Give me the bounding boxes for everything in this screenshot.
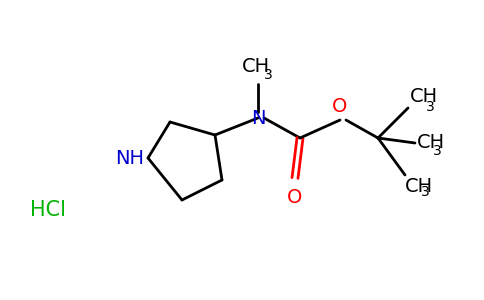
Text: NH: NH <box>115 148 144 167</box>
Text: 3: 3 <box>421 185 430 199</box>
Text: 3: 3 <box>264 68 272 82</box>
Text: 3: 3 <box>426 100 435 114</box>
Text: CH: CH <box>242 57 270 76</box>
Text: CH: CH <box>417 134 445 152</box>
Text: 3: 3 <box>433 144 442 158</box>
Text: HCl: HCl <box>30 200 66 220</box>
Text: O: O <box>287 188 302 207</box>
Text: CH: CH <box>405 177 433 196</box>
Text: CH: CH <box>410 87 438 106</box>
Text: O: O <box>333 97 348 116</box>
Text: N: N <box>251 109 265 128</box>
